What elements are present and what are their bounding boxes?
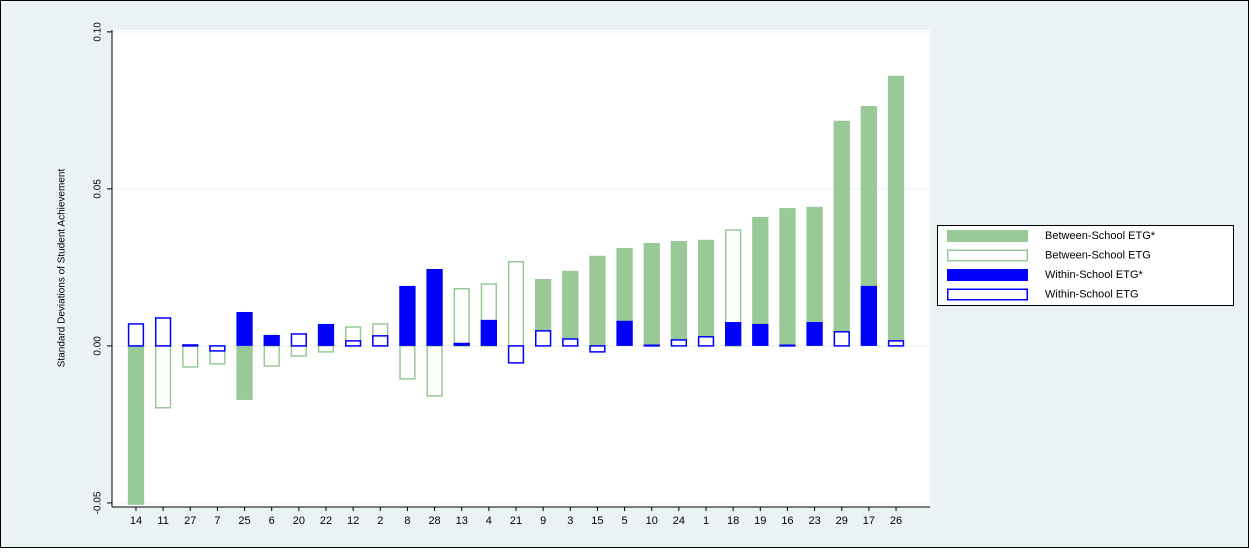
y-tick-label: 0.10 xyxy=(93,22,104,42)
bar xyxy=(344,340,362,347)
bar xyxy=(670,339,688,347)
bar xyxy=(887,75,905,346)
y-tick-label: -0.05 xyxy=(93,491,104,514)
bar xyxy=(182,345,199,368)
bar xyxy=(236,311,253,346)
x-tick-label: 9 xyxy=(540,515,546,527)
x-tick-label: 25 xyxy=(238,515,250,527)
bar xyxy=(779,208,796,346)
bar xyxy=(697,239,715,346)
bar xyxy=(317,345,335,353)
x-tick-label: 24 xyxy=(673,515,685,527)
bar xyxy=(263,345,280,367)
bar xyxy=(236,345,253,400)
x-tick-label: 15 xyxy=(591,515,603,527)
x-tick-label: 6 xyxy=(269,515,275,527)
bar xyxy=(643,242,660,346)
legend-swatch xyxy=(947,230,1028,242)
bar xyxy=(182,344,199,347)
bar xyxy=(453,288,470,347)
bar xyxy=(562,338,579,347)
x-tick-label: 5 xyxy=(622,515,628,527)
x-tick-label: 17 xyxy=(863,515,875,527)
x-tick-label: 14 xyxy=(130,515,142,527)
bar xyxy=(426,268,443,346)
bar xyxy=(589,345,606,353)
x-tick-label: 13 xyxy=(456,515,468,527)
bar xyxy=(725,322,742,346)
x-tick-label: 10 xyxy=(646,515,658,527)
x-tick-label: 3 xyxy=(567,515,573,527)
x-tick-label: 27 xyxy=(184,515,196,527)
x-tick-label: 7 xyxy=(214,515,220,527)
x-tick-label: 4 xyxy=(486,515,492,527)
bar xyxy=(127,345,145,505)
bar xyxy=(507,345,525,364)
bar xyxy=(806,322,823,346)
bar xyxy=(399,345,416,380)
bar xyxy=(507,260,525,347)
bar xyxy=(209,345,226,352)
legend-label: Within-School ETG xyxy=(1045,288,1139,300)
y-tick-label: 0.05 xyxy=(93,179,104,199)
bar xyxy=(643,344,660,347)
legend-swatch xyxy=(947,249,1028,262)
bar xyxy=(752,323,769,346)
bar xyxy=(127,323,145,347)
bar xyxy=(535,279,552,346)
bar xyxy=(589,255,606,346)
bar xyxy=(806,206,823,346)
bar xyxy=(426,345,443,397)
bar xyxy=(290,333,307,347)
x-tick-label: 16 xyxy=(781,515,793,527)
x-tick-label: 20 xyxy=(293,515,305,527)
x-tick-label: 19 xyxy=(754,515,766,527)
bar xyxy=(697,336,715,347)
bar xyxy=(263,334,280,346)
bar xyxy=(154,345,172,409)
bar xyxy=(752,216,769,346)
bar xyxy=(779,344,796,347)
bar xyxy=(317,323,335,346)
bar xyxy=(670,241,688,346)
bar xyxy=(833,120,850,346)
bar xyxy=(154,317,172,347)
legend-swatch xyxy=(947,288,1028,301)
bar xyxy=(372,335,389,347)
bar xyxy=(887,340,905,347)
bar xyxy=(616,320,633,346)
bar xyxy=(399,285,416,346)
x-tick-label: 29 xyxy=(836,515,848,527)
bar xyxy=(562,270,579,346)
x-tick-label: 28 xyxy=(428,515,440,527)
legend-label: Within-School ETG* xyxy=(1045,269,1144,281)
bar xyxy=(860,285,878,346)
legend-label: Between-School ETG xyxy=(1045,249,1151,261)
bar xyxy=(290,345,307,357)
bar xyxy=(453,342,470,346)
y-axis-title: Standard Deviations of Student Achieveme… xyxy=(57,169,68,368)
x-tick-label: 23 xyxy=(808,515,820,527)
bar xyxy=(833,331,850,347)
x-tick-label: 18 xyxy=(727,515,739,527)
legend-label: Between-School ETG* xyxy=(1045,230,1156,242)
legend-swatch xyxy=(947,269,1028,281)
bar xyxy=(725,229,742,347)
x-tick-label: 21 xyxy=(510,515,522,527)
bar xyxy=(480,319,497,346)
bar xyxy=(535,330,552,347)
x-tick-label: 1 xyxy=(703,515,709,527)
y-tick-label: 0.00 xyxy=(93,336,104,356)
x-tick-label: 8 xyxy=(404,515,410,527)
x-tick-label: 12 xyxy=(347,515,359,527)
x-tick-label: 2 xyxy=(377,515,383,527)
x-tick-label: 22 xyxy=(320,515,332,527)
x-tick-label: 26 xyxy=(890,515,902,527)
x-tick-label: 11 xyxy=(157,515,168,527)
